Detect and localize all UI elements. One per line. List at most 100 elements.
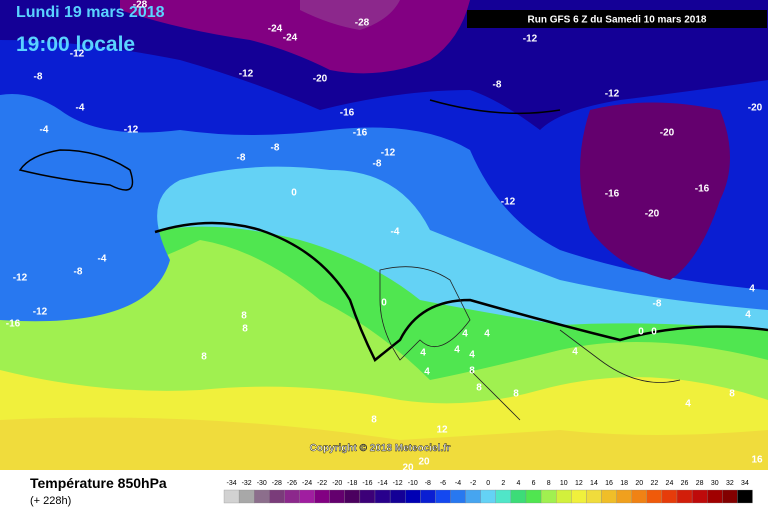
scale-swatch	[556, 489, 572, 504]
contour-label: -8	[493, 80, 502, 91]
contour-label: 4	[454, 345, 460, 356]
contour-label: -12	[381, 148, 396, 159]
scale-label: -12	[393, 480, 403, 487]
scale-label: 24	[666, 480, 674, 487]
scale-label: 18	[620, 480, 628, 487]
contour-label: 20	[402, 463, 414, 474]
contour-label: 8	[476, 383, 482, 394]
contour-label: -16	[340, 108, 355, 119]
contour	[18, 99, 561, 191]
contour-label: 20	[418, 457, 430, 468]
scale-label: -18	[347, 480, 357, 487]
scale-swatch	[389, 489, 406, 504]
scale-label: -30	[257, 480, 267, 487]
date: Lundi 19 mars 2018	[16, 4, 165, 21]
contour-label: -16	[695, 184, 710, 195]
contour-label: -4	[76, 103, 85, 114]
scale-swatch	[465, 489, 481, 504]
contour-label: 4	[685, 399, 691, 410]
east-cold	[580, 102, 730, 280]
contour-label: -8	[237, 153, 246, 164]
scale-label: 8	[547, 480, 551, 487]
scale-swatch	[344, 489, 361, 504]
contour-label: -8	[74, 267, 83, 278]
contour-label: -4	[98, 254, 107, 265]
scale-label: 6	[532, 480, 536, 487]
scale-swatch	[722, 489, 738, 504]
contour-label: -24	[283, 33, 298, 44]
scale-label: -4	[455, 480, 461, 487]
scale-swatch	[314, 489, 330, 504]
scale-label: -14	[377, 480, 387, 487]
scale-swatch	[571, 489, 587, 504]
contour-label: -4	[40, 125, 49, 136]
scale-label: -34	[226, 480, 236, 487]
scale-label: 20	[635, 480, 643, 487]
scale-label: -32	[242, 480, 252, 487]
contour-label: -8	[271, 143, 280, 154]
scale-label: 22	[650, 480, 658, 487]
scale-swatch	[420, 489, 436, 504]
contour-label: 0	[651, 327, 657, 338]
scale-swatch	[540, 489, 557, 504]
contour-label: 8	[242, 324, 248, 335]
contour-label: -16	[353, 128, 368, 139]
scale-label: 30	[711, 480, 719, 487]
scale-swatch	[359, 489, 376, 504]
scale-label: 2	[501, 480, 505, 487]
scale-swatch	[329, 489, 345, 504]
contour-label: 4	[462, 329, 468, 340]
contour-label: 8	[201, 352, 207, 363]
scale-swatch	[737, 489, 753, 504]
contour-label: 0	[291, 188, 297, 199]
scale-swatch	[480, 489, 496, 504]
contour-label: 8	[371, 415, 377, 426]
contour-label: -12	[501, 197, 516, 208]
scale-swatch	[269, 489, 285, 504]
scale-label: -2	[470, 480, 476, 487]
scale-swatch	[707, 489, 723, 504]
lead-time: (+ 228h)	[30, 495, 71, 507]
scale-label: -6	[440, 480, 446, 487]
contour-label: -8	[34, 72, 43, 83]
contour-label: 12	[436, 425, 448, 436]
contour-label: 0	[638, 327, 644, 338]
contour-label: -20	[313, 74, 328, 85]
contour-label: -12	[605, 89, 620, 100]
scale-swatch	[254, 489, 270, 504]
contour-label: -20	[660, 128, 675, 139]
contour-label: 4	[749, 284, 755, 295]
scale-swatch	[676, 489, 693, 504]
contour-label: -4	[391, 227, 400, 238]
scale-label: -28	[272, 480, 282, 487]
contour-label: -20	[645, 209, 660, 220]
scale-label: -8	[425, 480, 431, 487]
contour-label: 4	[745, 310, 751, 321]
scale-label: 28	[696, 480, 704, 487]
contour-label: -8	[373, 159, 382, 170]
coastline	[379, 266, 681, 421]
scale-label: 12	[575, 480, 583, 487]
scale-label: -20	[332, 480, 342, 487]
scale-label: 10	[560, 480, 568, 487]
contour-label: -20	[748, 103, 763, 114]
scale-swatch	[495, 489, 512, 504]
copyright: Copyright © 2018 Meteociel.fr	[310, 443, 451, 454]
scale-swatch	[435, 489, 451, 504]
scale-swatch	[616, 489, 632, 504]
contour-label: -24	[268, 24, 283, 35]
contour-label: 16	[751, 455, 763, 466]
scale-label: -26	[287, 480, 297, 487]
footer-title: Température 850hPa	[30, 475, 167, 491]
contour-label: 4	[420, 348, 426, 359]
zero-contour	[154, 221, 768, 362]
contour-label: 4	[469, 350, 475, 361]
warm-zone	[0, 417, 768, 470]
scale-swatch	[284, 489, 300, 504]
contour-label: -12	[239, 69, 254, 80]
scale-swatch	[601, 489, 617, 504]
contour-label: -12	[523, 34, 538, 45]
scale-label: -22	[317, 480, 327, 487]
